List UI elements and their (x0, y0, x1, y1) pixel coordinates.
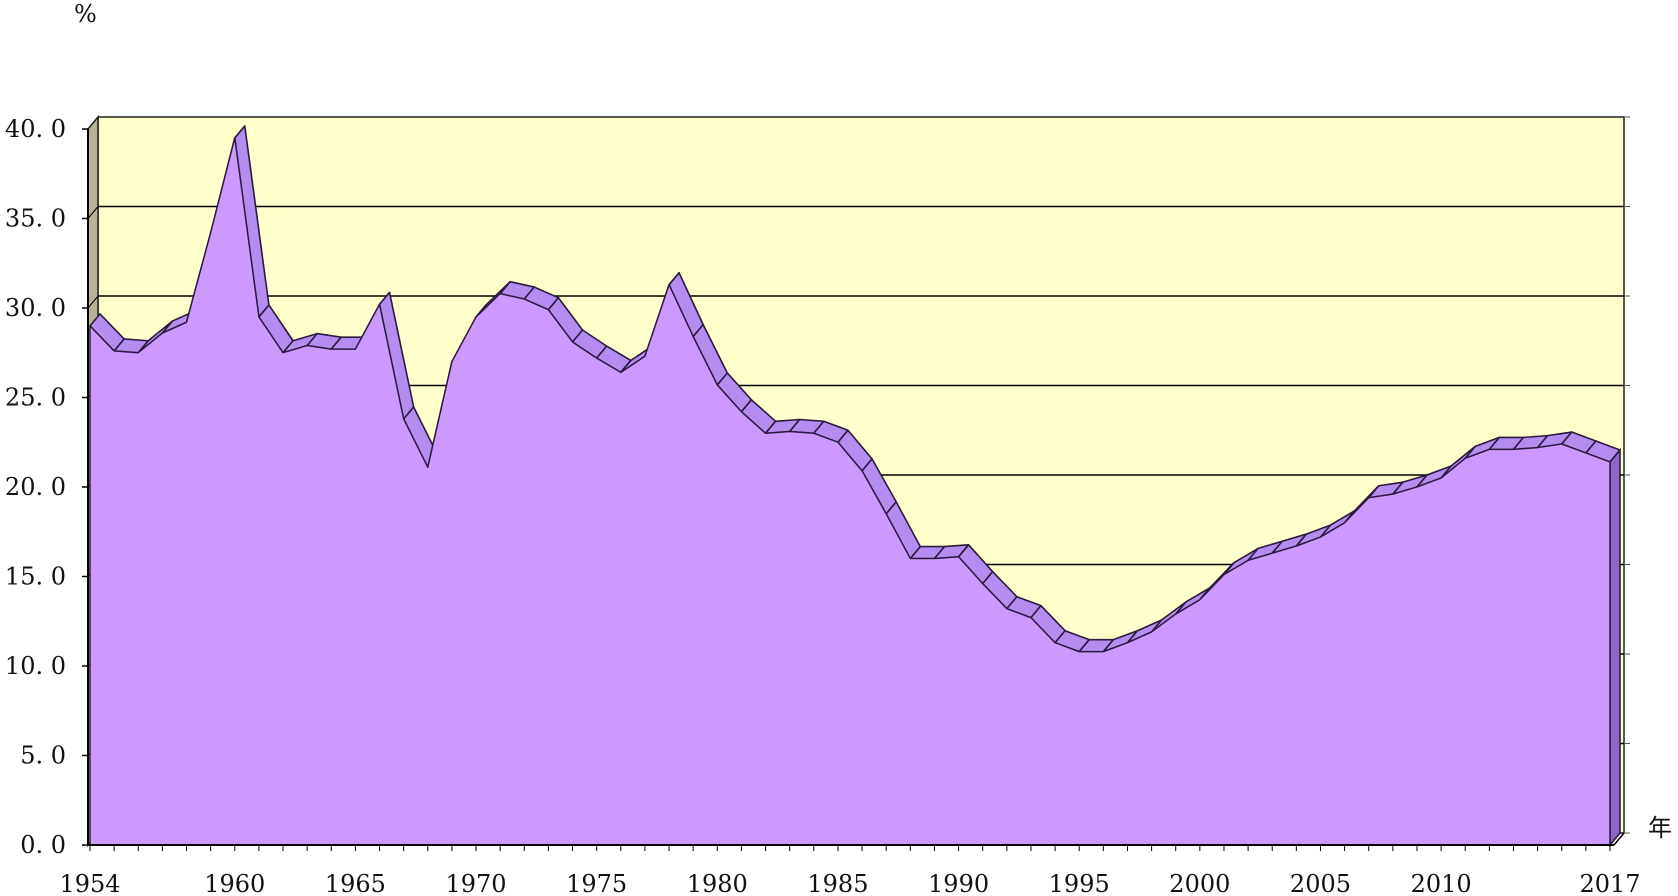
data-point-1978 (667, 283, 671, 287)
x-tick-label: 1965 (325, 870, 386, 896)
floor-edge (1613, 832, 1625, 846)
data-point-2012 (1487, 447, 1491, 451)
data-point-2008 (1391, 492, 1395, 496)
data-point-1974 (571, 340, 575, 344)
data-point-1957 (160, 331, 164, 335)
data-point-1963 (305, 344, 309, 348)
data-point-2003 (1270, 551, 1274, 555)
data-point-2017 (1608, 460, 1612, 464)
data-point-1998 (1150, 630, 1154, 634)
y-tick-label: 40. 0 (5, 115, 66, 143)
data-point-1986 (860, 469, 864, 473)
y-tick-labels: 0. 0 5. 0 10. 0 15. 0 20. 0 25. 0 30. 0 35. 0 40… (5, 115, 66, 859)
data-point-1958 (185, 320, 189, 324)
data-point-2001 (1222, 573, 1226, 577)
data-point-1964 (329, 347, 333, 351)
y-tick-label: 0. 0 (20, 831, 66, 859)
data-point-1982 (764, 431, 768, 435)
data-point-1973 (546, 308, 550, 312)
data-point-2000 (1198, 598, 1202, 602)
data-point-1959 (209, 231, 213, 235)
y-tick-label: 35. 0 (5, 205, 66, 233)
data-point-2015 (1560, 442, 1564, 446)
y-tick-label: 15. 0 (5, 563, 66, 591)
data-point-1970 (474, 315, 478, 319)
data-point-2002 (1246, 558, 1250, 562)
data-point-1994 (1053, 641, 1057, 645)
data-point-1985 (836, 440, 840, 444)
data-point-1999 (1174, 612, 1178, 616)
x-tick-label: 1980 (687, 870, 748, 896)
data-point-1956 (136, 351, 140, 355)
x-tick-label: 1995 (1049, 870, 1110, 896)
area-front-face (89, 137, 1611, 846)
x-tick-label: 1960 (204, 870, 265, 896)
y-tick-label: 25. 0 (5, 384, 66, 412)
x-tick-label: 2010 (1411, 870, 1472, 896)
data-point-1965 (353, 347, 357, 351)
data-point-1995 (1077, 650, 1081, 654)
data-point-2006 (1343, 521, 1347, 525)
data-point-1987 (884, 512, 888, 516)
y-tick-label: 10. 0 (5, 652, 66, 680)
x-tick-label: 1970 (445, 870, 506, 896)
gridline-side (87, 206, 99, 219)
data-area (89, 125, 1621, 848)
data-point-2013 (1511, 447, 1515, 451)
data-point-2007 (1367, 496, 1371, 500)
data-point-2005 (1318, 535, 1322, 539)
data-point-2009 (1415, 485, 1419, 489)
data-point-2004 (1294, 544, 1298, 548)
data-point-1980 (715, 383, 719, 387)
x-tick-label: 2005 (1290, 870, 1351, 896)
x-tick-label: 1975 (566, 870, 627, 896)
x-tick-label: 2000 (1169, 870, 1230, 896)
data-point-1988 (908, 557, 912, 561)
area-side-face (1609, 447, 1621, 848)
data-point-2010 (1439, 476, 1443, 480)
x-tick-label: 1990 (928, 870, 989, 896)
data-point-1992 (1005, 607, 1009, 611)
x-axis-unit-label: 年 (1648, 814, 1672, 842)
data-point-2014 (1536, 446, 1540, 450)
data-point-1979 (691, 335, 695, 339)
y-tick-label: 30. 0 (5, 294, 66, 322)
data-point-1977 (643, 354, 647, 358)
gridline-side (87, 295, 99, 309)
x-tick-label: 1954 (59, 870, 120, 896)
data-point-1991 (981, 582, 985, 586)
data-point-2016 (1584, 451, 1588, 455)
data-point-1961 (257, 315, 261, 319)
data-point-1955 (112, 349, 116, 353)
x-tick-label: 2017 (1579, 870, 1640, 896)
data-point-1972 (522, 297, 526, 301)
data-point-1960 (233, 136, 237, 140)
data-point-1975 (595, 356, 599, 360)
data-point-1996 (1101, 650, 1105, 654)
y-tick-label: 20. 0 (5, 473, 66, 501)
y-axis-unit-label: % (74, 0, 97, 28)
data-point-1990 (957, 555, 961, 559)
data-point-1971 (498, 292, 502, 296)
data-point-1989 (932, 557, 936, 561)
data-point-1962 (281, 351, 285, 355)
data-point-1983 (788, 430, 792, 434)
data-point-2011 (1463, 456, 1467, 460)
data-point-1966 (378, 302, 382, 306)
data-point-1981 (739, 410, 743, 414)
data-point-1968 (426, 465, 430, 469)
data-point-1984 (812, 431, 816, 435)
y-tick-label: 5. 0 (20, 742, 66, 770)
x-tick-labels: 1954 1960 1965 1970 1975 1980 1985 1990 1995 2000… (59, 870, 1640, 896)
axes (82, 116, 1630, 851)
data-point-1967 (402, 417, 406, 421)
data-point-1969 (450, 360, 454, 364)
data-point-1976 (619, 370, 623, 374)
data-point-1993 (1029, 616, 1033, 620)
x-tick-label: 1985 (807, 870, 868, 896)
data-point-1997 (1125, 641, 1129, 645)
